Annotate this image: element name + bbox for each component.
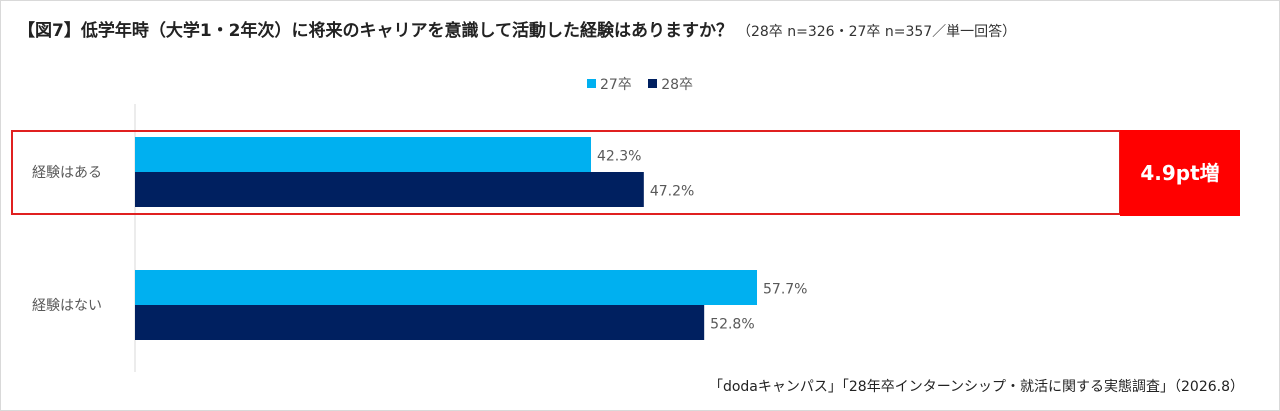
legend-swatch-28 [648, 79, 658, 88]
chart-subtitle: （28卒 n=326・27卒 n=357／単一回答） [736, 24, 1017, 40]
data-label: 52.8% [710, 317, 754, 333]
source-note: 「dodaキャンパス」「28年卒インターンシップ・就活に関する実態調査」（202… [708, 379, 1244, 395]
bar [135, 305, 705, 340]
bar [135, 270, 758, 305]
chart-title-block: 【図7】低学年時（大学1・2年次）に将来のキャリアを意識して活動した経験はありま… [18, 16, 1016, 41]
callout-text: 4.9pt増 [1140, 161, 1219, 185]
legend-item-27: 27卒 [586, 74, 632, 94]
data-label: 42.3% [597, 149, 641, 165]
legend-item-28: 28卒 [648, 74, 693, 94]
chart-title: 【図7】低学年時（大学1・2年次）に将来のキャリアを意識して活動した経験はありま… [18, 21, 733, 41]
data-label: 47.2% [650, 184, 694, 200]
legend-label-28: 28卒 [661, 77, 694, 93]
category-label: 経験はある [32, 165, 102, 181]
bar [135, 172, 644, 207]
legend: 27卒 28卒 [0, 74, 1280, 94]
category-label: 経験はない [32, 298, 102, 314]
bar [135, 137, 591, 172]
callout-box [1120, 130, 1240, 216]
legend-swatch-27 [586, 79, 596, 88]
data-label: 57.7% [763, 282, 807, 298]
legend-label-27: 27卒 [599, 77, 632, 93]
